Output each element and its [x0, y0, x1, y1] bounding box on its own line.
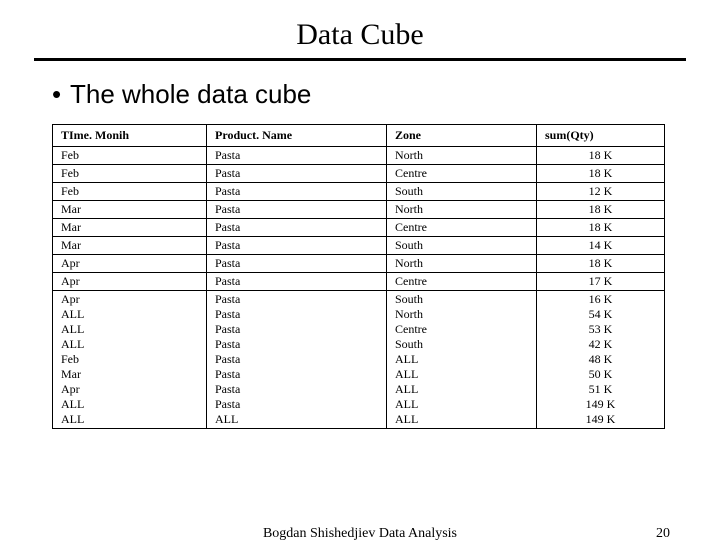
cell-qty: 18 K [537, 219, 665, 237]
mline: ALL [61, 307, 198, 322]
table-row: Feb Pasta North 18 K [53, 147, 665, 165]
data-cube-table: TIme. Monih Product. Name Zone sum(Qty) … [52, 124, 665, 429]
cell-zone: North [387, 255, 537, 273]
col-header-zone: Zone [387, 125, 537, 147]
table-row: Feb Pasta Centre 18 K [53, 165, 665, 183]
table-row-multi: Apr ALL ALL ALL Feb Mar Apr ALL ALL Past… [53, 291, 665, 429]
col-header-sumqty: sum(Qty) [537, 125, 665, 147]
mline: Mar [61, 367, 198, 382]
mline: Pasta [215, 322, 378, 337]
mline: Pasta [215, 397, 378, 412]
cell-month: Apr [53, 255, 207, 273]
cell-qty: 17 K [537, 273, 665, 291]
cell-zone: Centre [387, 165, 537, 183]
bullet-dot-icon: • [52, 79, 70, 110]
cell-zone: Centre [387, 273, 537, 291]
cell-product: Pasta [207, 219, 387, 237]
mline: Apr [61, 382, 198, 397]
cell-zone: North [387, 147, 537, 165]
mline: ALL [215, 412, 378, 427]
mline: ALL [395, 382, 528, 397]
table-row: Feb Pasta South 12 K [53, 183, 665, 201]
mline: Apr [61, 292, 198, 307]
cell-month: Mar [53, 237, 207, 255]
cell-month-multi: Apr ALL ALL ALL Feb Mar Apr ALL ALL [53, 291, 207, 429]
mline: South [395, 337, 528, 352]
cell-product: Pasta [207, 183, 387, 201]
table-row: Mar Pasta South 14 K [53, 237, 665, 255]
mline: 53 K [545, 322, 656, 337]
mline: Pasta [215, 337, 378, 352]
cell-qty: 18 K [537, 255, 665, 273]
cell-product: Pasta [207, 201, 387, 219]
mline: ALL [395, 352, 528, 367]
cell-qty: 14 K [537, 237, 665, 255]
cell-month: Apr [53, 273, 207, 291]
mline: ALL [395, 397, 528, 412]
page-title: Data Cube [44, 18, 676, 52]
cell-product-multi: Pasta Pasta Pasta Pasta Pasta Pasta Past… [207, 291, 387, 429]
table-row: Apr Pasta Centre 17 K [53, 273, 665, 291]
col-header-month: TIme. Monih [53, 125, 207, 147]
footer-center-text: Bogdan Shishedjiev Data Analysis [0, 526, 720, 540]
table-row: Apr Pasta North 18 K [53, 255, 665, 273]
mline: 50 K [545, 367, 656, 382]
mline: Centre [395, 322, 528, 337]
table-header-row: TIme. Monih Product. Name Zone sum(Qty) [53, 125, 665, 147]
mline: 48 K [545, 352, 656, 367]
mline: Pasta [215, 352, 378, 367]
mline: 51 K [545, 382, 656, 397]
cell-zone: South [387, 183, 537, 201]
bullet-line: •The whole data cube [52, 79, 676, 110]
cell-qty: 18 K [537, 147, 665, 165]
mline: North [395, 307, 528, 322]
cell-product: Pasta [207, 255, 387, 273]
cell-product: Pasta [207, 273, 387, 291]
mline: ALL [61, 322, 198, 337]
mline: 54 K [545, 307, 656, 322]
cell-month: Feb [53, 165, 207, 183]
cell-month: Feb [53, 183, 207, 201]
cell-zone-multi: South North Centre South ALL ALL ALL ALL… [387, 291, 537, 429]
page-number: 20 [656, 526, 670, 540]
mline: 16 K [545, 292, 656, 307]
mline: Pasta [215, 307, 378, 322]
table-row: Mar Pasta North 18 K [53, 201, 665, 219]
mline: ALL [61, 337, 198, 352]
title-rule [34, 58, 686, 61]
cell-product: Pasta [207, 165, 387, 183]
cell-zone: South [387, 237, 537, 255]
mline: South [395, 292, 528, 307]
mline: ALL [395, 367, 528, 382]
mline: 42 K [545, 337, 656, 352]
mline: Pasta [215, 292, 378, 307]
cell-product: Pasta [207, 147, 387, 165]
table-row: Mar Pasta Centre 18 K [53, 219, 665, 237]
mline: Pasta [215, 367, 378, 382]
cell-qty: 18 K [537, 201, 665, 219]
mline: ALL [61, 412, 198, 427]
mline: Feb [61, 352, 198, 367]
cell-zone: Centre [387, 219, 537, 237]
cell-month: Mar [53, 219, 207, 237]
cell-month: Feb [53, 147, 207, 165]
mline: ALL [61, 397, 198, 412]
cell-qty: 12 K [537, 183, 665, 201]
mline: ALL [395, 412, 528, 427]
bullet-text: The whole data cube [70, 79, 311, 109]
mline: 149 K [545, 412, 656, 427]
mline: Pasta [215, 382, 378, 397]
mline: 149 K [545, 397, 656, 412]
cell-product: Pasta [207, 237, 387, 255]
cell-qty-multi: 16 K 54 K 53 K 42 K 48 K 50 K 51 K 149 K… [537, 291, 665, 429]
cell-month: Mar [53, 201, 207, 219]
cell-zone: North [387, 201, 537, 219]
slide: Data Cube •The whole data cube TIme. Mon… [0, 0, 720, 540]
cell-qty: 18 K [537, 165, 665, 183]
col-header-product: Product. Name [207, 125, 387, 147]
